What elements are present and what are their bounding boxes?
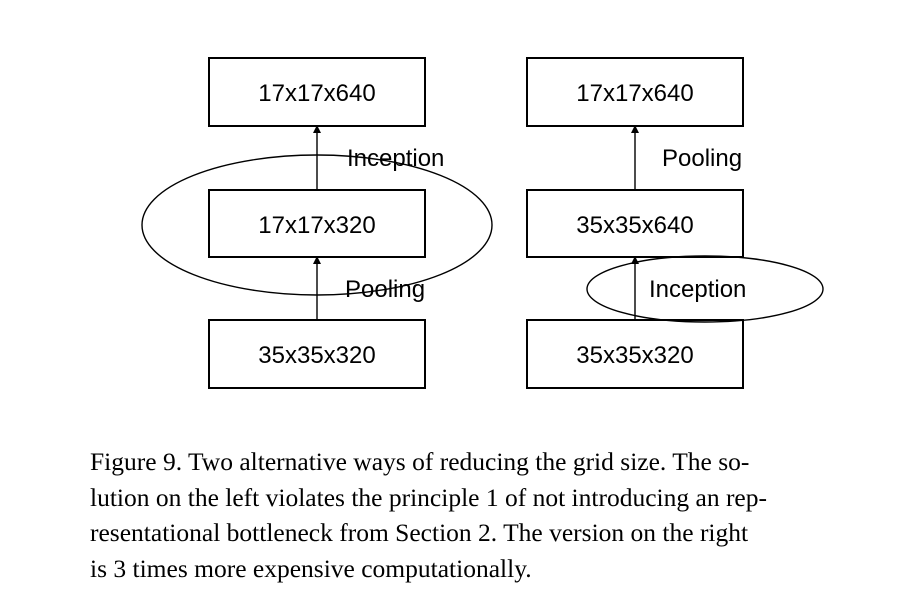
right-middle-box [526,189,744,258]
right-bottom-box-label: 35x35x320 [576,342,693,369]
right-lower-edge-label: Inception [649,276,746,303]
left-top-box-label: 17x17x640 [258,80,375,107]
left-bottom-box [208,319,426,389]
caption-line: Figure 9. Two alternative ways of reduci… [90,447,750,476]
left-upper-edge-label: Inception [347,145,444,172]
left-middle-box [208,189,426,258]
caption-line: is 3 times more expensive computationall… [90,553,532,583]
caption-line: lution on the left violates the principl… [90,482,767,512]
right-middle-box-label: 35x35x640 [576,212,693,239]
left-middle-box-label: 17x17x320 [258,212,375,239]
left-lower-arrowhead [313,256,321,264]
right-top-box-label: 17x17x640 [576,80,693,107]
right-variant: 17x17x640 35x35x640 35x35x320 Pooling In… [526,57,824,389]
left-variant: 17x17x640 17x17x320 35x35x320 Inception … [141,57,493,389]
figure-caption: Figure 9. Two alternative ways of reduci… [90,444,860,586]
right-upper-arrowhead [631,125,639,133]
right-top-box [526,57,744,127]
grid-reduction-diagram: 17x17x640 17x17x320 35x35x320 Inception … [141,57,824,389]
left-top-box [208,57,426,127]
right-upper-edge-label: Pooling [662,145,742,172]
right-bottom-box [526,319,744,389]
left-upper-arrowhead [313,125,321,133]
right-inception-ellipse [586,255,824,323]
left-inception-pooling-ellipse [141,154,493,296]
left-bottom-box-label: 35x35x320 [258,342,375,369]
caption-line: resentational bottleneck from Section 2.… [90,518,749,547]
